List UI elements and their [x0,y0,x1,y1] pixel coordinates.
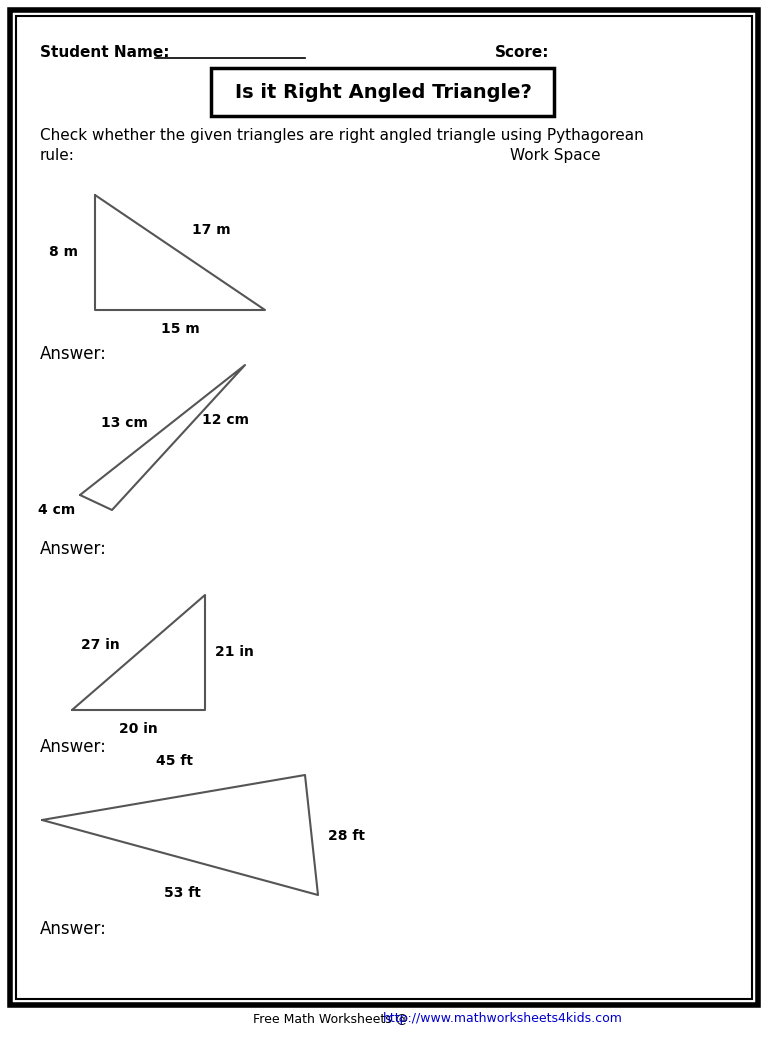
Text: Check whether the given triangles are right angled triangle using Pythagorean: Check whether the given triangles are ri… [40,128,644,143]
Text: Is it Right Angled Triangle?: Is it Right Angled Triangle? [234,82,531,102]
Text: Answer:: Answer: [40,738,107,756]
Text: 13 cm: 13 cm [101,416,148,430]
Text: 27 in: 27 in [81,638,120,652]
Text: 45 ft: 45 ft [157,754,194,768]
Text: 8 m: 8 m [49,245,78,260]
Text: 53 ft: 53 ft [164,886,200,900]
Text: 28 ft: 28 ft [328,829,365,843]
Text: 4 cm: 4 cm [38,503,75,517]
Text: Work Space: Work Space [510,148,601,163]
Text: Free Math Worksheets @: Free Math Worksheets @ [253,1012,412,1025]
Text: Score:: Score: [495,45,549,60]
Text: 21 in: 21 in [215,645,254,659]
Text: Student Name:: Student Name: [40,45,170,60]
Text: 15 m: 15 m [161,322,200,336]
Text: 17 m: 17 m [192,223,230,237]
Text: 20 in: 20 in [118,722,157,736]
Text: Answer:: Answer: [40,920,107,938]
Text: Answer:: Answer: [40,540,107,558]
Text: rule:: rule: [40,148,74,163]
Text: Answer:: Answer: [40,345,107,363]
FancyBboxPatch shape [211,69,554,116]
Text: http://www.mathworksheets4kids.com: http://www.mathworksheets4kids.com [383,1012,623,1025]
Text: 12 cm: 12 cm [202,413,249,427]
